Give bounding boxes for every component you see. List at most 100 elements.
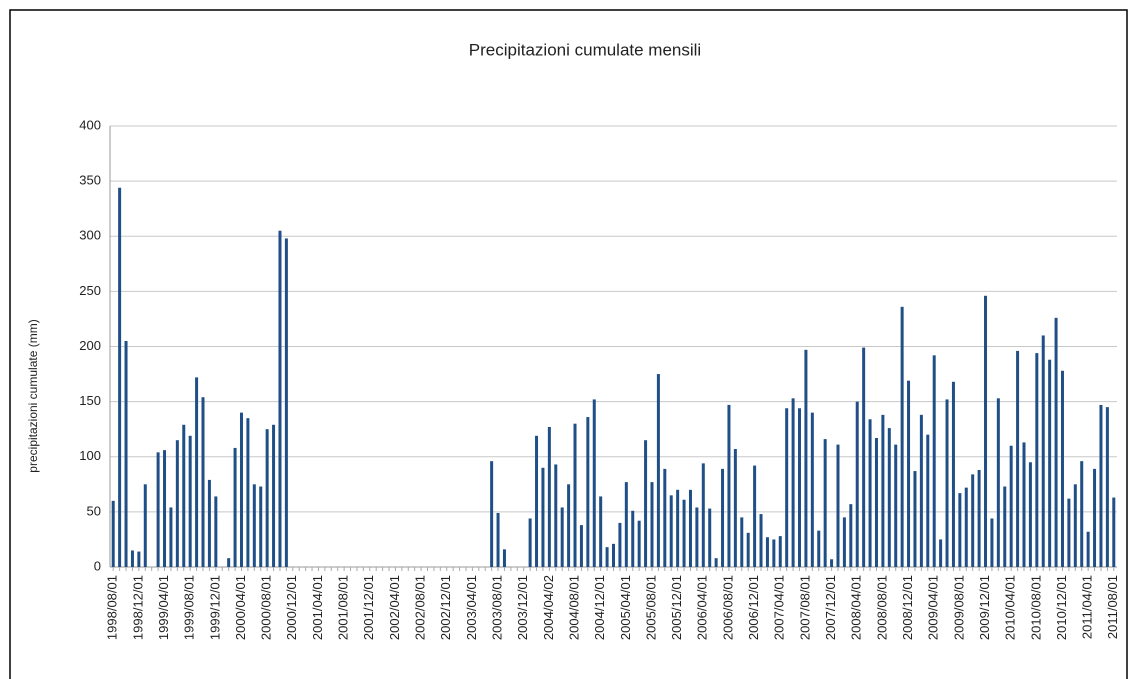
x-tick-label: 1998/12/01 xyxy=(130,575,145,640)
bar xyxy=(1105,407,1109,567)
x-tick-label: 1999/12/01 xyxy=(207,575,222,640)
bar xyxy=(265,429,269,567)
bar xyxy=(650,482,654,567)
bar xyxy=(823,439,827,567)
bar xyxy=(1035,353,1039,567)
y-tick-label: 250 xyxy=(79,283,101,298)
bar xyxy=(1067,498,1071,567)
y-tick-label: 350 xyxy=(79,173,101,188)
bar xyxy=(907,380,911,567)
x-tick-label: 2009/08/01 xyxy=(951,575,966,640)
bar xyxy=(239,412,243,567)
bar xyxy=(708,508,712,567)
bar xyxy=(246,418,250,567)
bar xyxy=(169,507,173,567)
x-tick-label: 2008/12/01 xyxy=(900,575,915,640)
bar xyxy=(746,532,750,567)
x-tick-label: 2002/04/01 xyxy=(387,575,402,640)
bar xyxy=(676,489,680,567)
y-tick-label: 0 xyxy=(94,558,101,573)
bar xyxy=(804,349,808,567)
x-tick-label: 2003/04/01 xyxy=(464,575,479,640)
x-tick-label: 2003/08/01 xyxy=(489,575,504,640)
bar xyxy=(849,504,853,567)
bar xyxy=(502,549,506,567)
bar xyxy=(579,525,583,567)
x-tick-label: 2007/04/01 xyxy=(772,575,787,640)
x-tick-label: 2004/08/01 xyxy=(566,575,581,640)
y-tick-label: 200 xyxy=(79,338,101,353)
x-tick-label: 2008/04/01 xyxy=(849,575,864,640)
x-tick-label: 2006/12/01 xyxy=(746,575,761,640)
bar xyxy=(252,484,256,567)
bar xyxy=(227,558,231,567)
bar xyxy=(714,558,718,567)
bar xyxy=(156,452,160,567)
bar xyxy=(1073,484,1077,567)
bar xyxy=(913,471,917,567)
y-tick-label: 300 xyxy=(79,228,101,243)
x-tick-label: 2009/12/01 xyxy=(977,575,992,640)
bar xyxy=(996,398,1000,567)
bar xyxy=(926,434,930,567)
bar xyxy=(535,435,539,567)
x-tick-label: 2001/08/01 xyxy=(336,575,351,640)
bar xyxy=(1080,461,1084,567)
x-tick-label: 2004/12/01 xyxy=(592,575,607,640)
bar xyxy=(990,518,994,567)
bar xyxy=(830,559,834,567)
bar xyxy=(945,399,949,567)
x-tick-label: 2003/12/01 xyxy=(515,575,530,640)
bar xyxy=(798,408,802,567)
bar xyxy=(951,381,955,567)
y-tick-label: 50 xyxy=(87,503,101,518)
bar xyxy=(1041,335,1045,567)
x-tick-label: 2000/04/01 xyxy=(233,575,248,640)
x-tick-label: 2002/08/01 xyxy=(413,575,428,640)
bar xyxy=(958,493,962,567)
bar xyxy=(547,426,551,567)
bar xyxy=(791,398,795,567)
bar xyxy=(1009,445,1013,567)
bar xyxy=(881,414,885,567)
frame xyxy=(9,9,1128,679)
bar xyxy=(1112,497,1116,567)
bar xyxy=(765,537,769,567)
x-tick-label: 1998/08/01 xyxy=(105,575,120,640)
x-tick-label: 2010/04/01 xyxy=(1003,575,1018,640)
chart-title: Precipitazioni cumulate mensili xyxy=(469,40,701,59)
bar xyxy=(130,550,134,567)
bar xyxy=(656,374,660,567)
bar xyxy=(778,536,782,567)
x-tick-label: 2006/08/01 xyxy=(720,575,735,640)
x-tick-label: 2005/08/01 xyxy=(643,575,658,640)
bar xyxy=(1099,404,1103,567)
x-tick-label: 2004/04/02 xyxy=(541,575,556,640)
bar xyxy=(817,530,821,567)
bar xyxy=(259,486,263,567)
bar xyxy=(201,397,205,567)
x-tick-label: 2011/08/01 xyxy=(1105,575,1120,639)
x-tick-label: 2010/12/01 xyxy=(1054,575,1069,640)
bar xyxy=(1028,462,1032,567)
bar xyxy=(862,347,866,567)
bar xyxy=(874,438,878,567)
bar xyxy=(143,484,147,567)
x-tick-label: 2002/12/01 xyxy=(438,575,453,640)
bar xyxy=(759,514,763,567)
bar xyxy=(137,551,141,567)
bar xyxy=(284,238,288,567)
y-tick-label: 100 xyxy=(79,448,101,463)
bar xyxy=(1093,468,1097,567)
bar xyxy=(663,468,667,567)
y-tick-label: 150 xyxy=(79,393,101,408)
x-tick-label: 2008/08/01 xyxy=(874,575,889,640)
bar xyxy=(971,474,975,567)
bar xyxy=(1022,442,1026,567)
bar xyxy=(612,543,615,567)
x-tick-label: 2010/08/01 xyxy=(1028,575,1043,640)
bar xyxy=(592,399,596,567)
bar xyxy=(688,489,692,567)
bar xyxy=(753,465,757,567)
